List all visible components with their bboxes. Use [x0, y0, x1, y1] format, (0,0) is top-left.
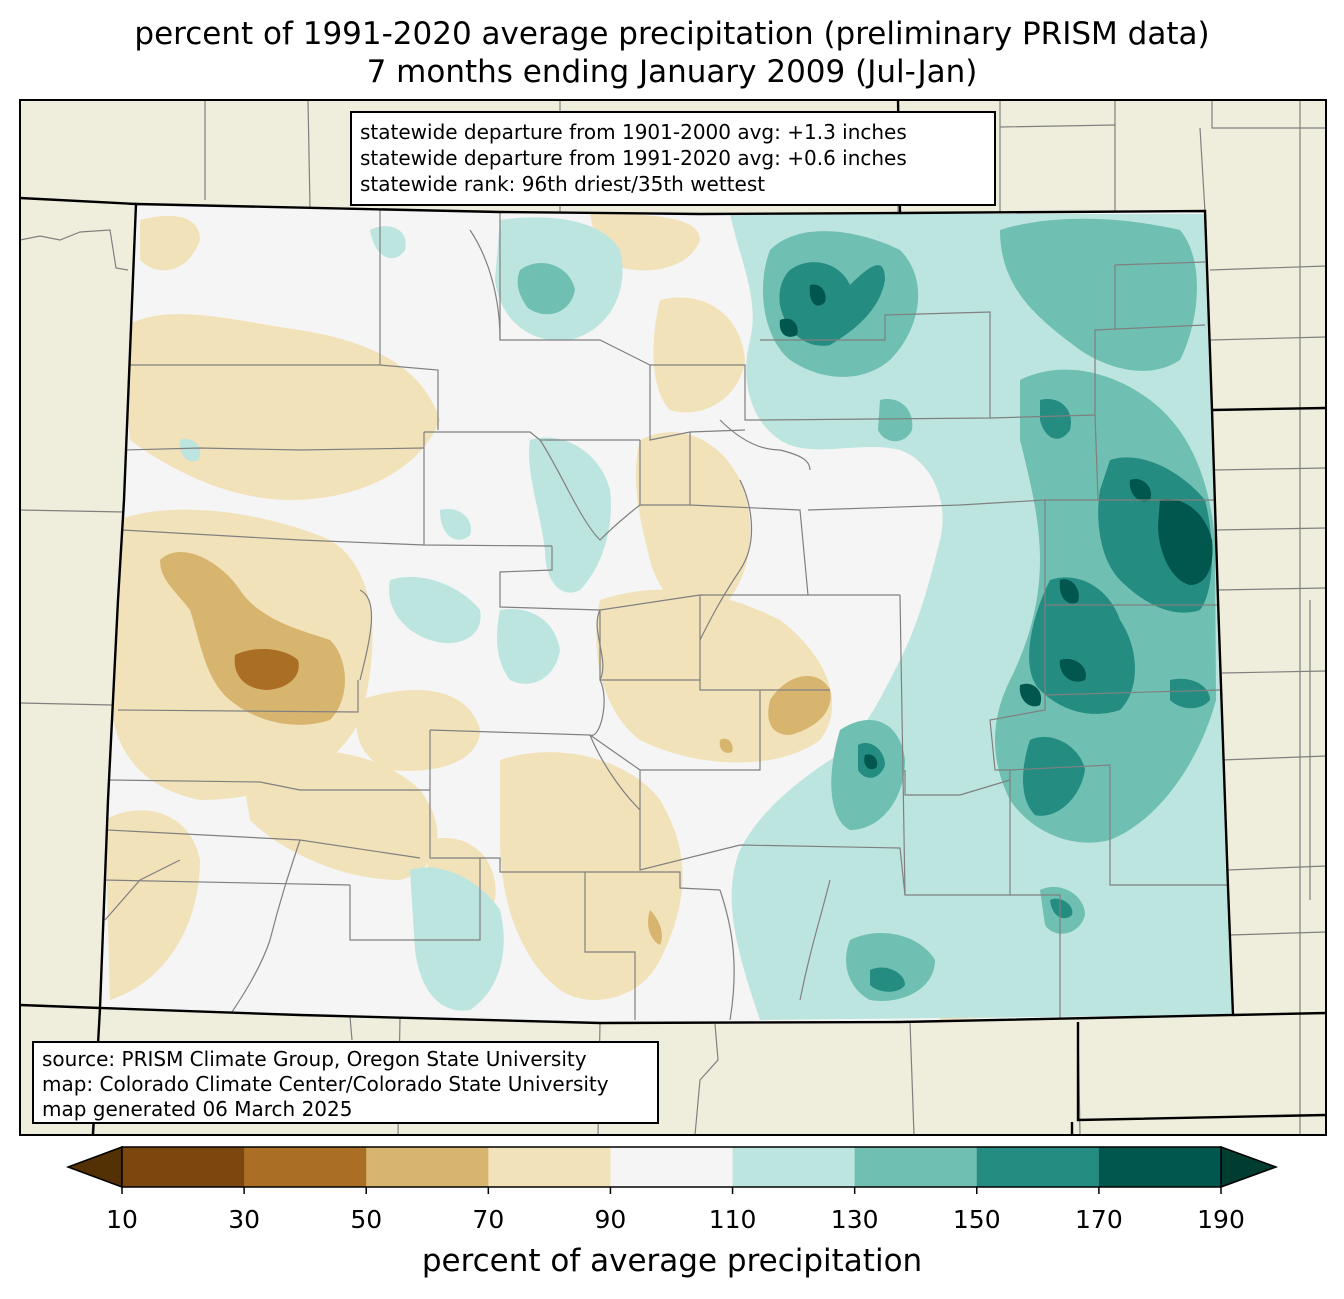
colorbar-over-arrow	[1220, 1145, 1279, 1189]
colorbar-tick-label: 50	[350, 1205, 383, 1234]
colorbar-tick-label: 30	[228, 1205, 261, 1234]
colorbar-segment	[488, 1147, 611, 1187]
statewide-stats-box: statewide departure from 1901-2000 avg: …	[350, 111, 996, 206]
colorbar-tick-label: 110	[708, 1205, 757, 1234]
stat-line: statewide departure from 1901-2000 avg: …	[360, 120, 907, 144]
stat-line: statewide rank: 96th driest/35th wettest	[360, 172, 766, 196]
colorbar-segment	[244, 1147, 367, 1187]
source-line: map: Colorado Climate Center/Colorado St…	[42, 1072, 609, 1096]
colorbar-segment	[854, 1147, 978, 1187]
colorbar-tick-label: 70	[472, 1205, 505, 1234]
source-box: source: PRISM Climate Group, Oregon Stat…	[32, 1041, 659, 1124]
map-title: percent of 1991-2020 average precipitati…	[134, 16, 1210, 52]
county-lines	[103, 210, 1228, 1021]
colorbar-segment	[976, 1147, 1100, 1187]
colorbar-segment	[122, 1147, 245, 1187]
colorbar-under-arrow	[65, 1145, 123, 1189]
map-subtitle: 7 months ending January 2009 (Jul-Jan)	[366, 54, 978, 90]
colorbar	[65, 1145, 1279, 1194]
colorbar-tick-label: 190	[1197, 1205, 1245, 1234]
colorbar-segment	[366, 1147, 489, 1187]
colorbar-segment	[610, 1147, 734, 1187]
colorbar-tick-label: 10	[106, 1205, 138, 1234]
colorbar-tick-label: 150	[952, 1205, 1001, 1234]
colorbar-tick-label: 130	[830, 1205, 879, 1234]
colorbar-tick-label: 90	[594, 1205, 627, 1234]
neighbor-county-lines	[20, 100, 1326, 1135]
colorbar-segment	[1098, 1147, 1222, 1187]
stat-line: statewide departure from 1991-2020 avg: …	[360, 146, 907, 170]
source-line: source: PRISM Climate Group, Oregon Stat…	[42, 1047, 587, 1071]
colorbar-label: percent of average precipitation	[421, 1243, 923, 1279]
source-line: map generated 06 March 2025	[42, 1097, 353, 1121]
colorado-precip-field	[100, 204, 1233, 1023]
colorbar-segment	[732, 1147, 856, 1187]
colorbar-tick-label: 170	[1075, 1205, 1123, 1234]
